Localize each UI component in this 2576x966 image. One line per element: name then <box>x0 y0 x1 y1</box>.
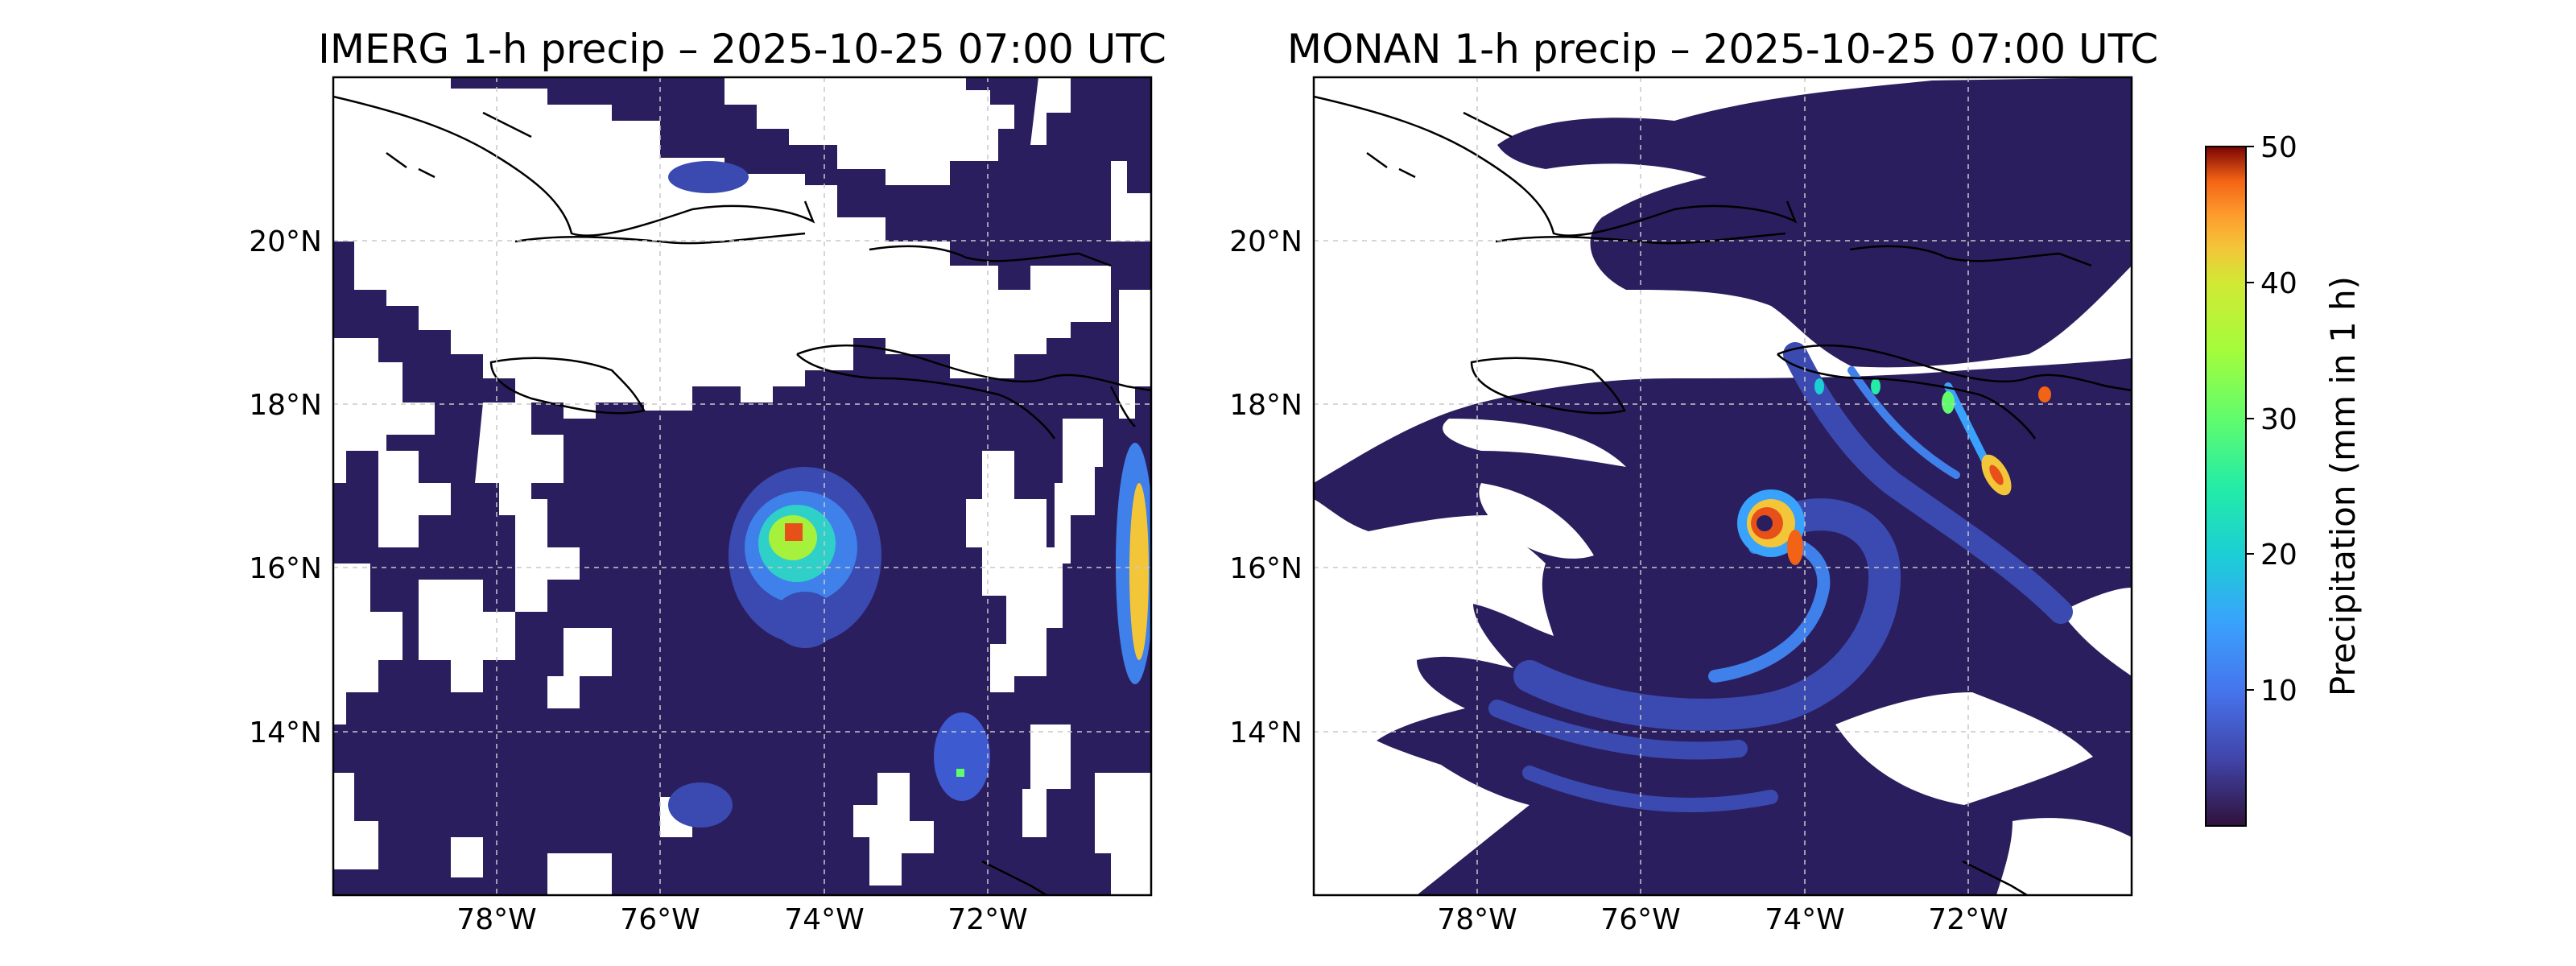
monan-y-tick-0: 20°N <box>1229 225 1302 258</box>
monan-map-frame <box>1312 76 2133 897</box>
monan-precip-field <box>1314 77 2132 895</box>
colorbar-ticks <box>2246 146 2254 691</box>
imerg-x-tick-0: 78°W <box>456 903 536 936</box>
monan-storm-eye <box>1757 515 1773 531</box>
monan-north-rain-shield <box>1497 77 2132 368</box>
imerg-panel: IMERG 1-h precip – 2025-10-25 07:00 UTC <box>249 26 1166 936</box>
colorbar: 10 20 30 40 50 Precipitation (mm in 1 h) <box>2205 131 2363 827</box>
imerg-y-tick-0: 20°N <box>249 225 322 258</box>
colorbar-tick-10: 10 <box>2260 675 2297 708</box>
monan-y-tick-1: 18°N <box>1229 389 1302 422</box>
colorbar-gradient <box>2205 146 2247 827</box>
monan-strong-cells <box>1814 378 2051 496</box>
monan-panel: MONAN 1-h precip – 2025-10-25 07:00 UTC <box>1229 26 2158 936</box>
imerg-y-tick-2: 16°N <box>249 552 322 585</box>
monan-panel-title: MONAN 1-h precip – 2025-10-25 07:00 UTC <box>1287 26 2158 72</box>
imerg-map-frame <box>332 76 1153 897</box>
monan-spiral-bands <box>1488 342 2073 812</box>
imerg-panel-title: IMERG 1-h precip – 2025-10-25 07:00 UTC <box>318 26 1166 72</box>
colorbar-label: Precipitation (mm in 1 h) <box>2323 276 2363 696</box>
imerg-y-tick-1: 18°N <box>249 389 322 422</box>
monan-gridlines <box>1314 77 2132 895</box>
monan-x-tick-1: 76°W <box>1600 903 1680 936</box>
imerg-x-tick-3: 72°W <box>947 903 1027 936</box>
imerg-y-tick-3: 14°N <box>249 716 322 749</box>
imerg-storm-core <box>785 523 803 541</box>
imerg-rain-cells <box>668 161 1151 828</box>
monan-y-tick-3: 14°N <box>1229 716 1302 749</box>
monan-x-tick-3: 72°W <box>1928 903 2008 936</box>
monan-y-tick-2: 16°N <box>1229 552 1302 585</box>
colorbar-tick-30: 30 <box>2260 403 2297 436</box>
colorbar-tick-20: 20 <box>2260 539 2297 572</box>
imerg-dry-areas <box>333 77 1151 895</box>
imerg-x-tick-1: 76°W <box>620 903 700 936</box>
monan-x-tick-0: 78°W <box>1437 903 1517 936</box>
imerg-gridlines <box>333 77 1151 895</box>
imerg-precip-field <box>333 77 1151 895</box>
monan-eyewall <box>1737 489 1805 565</box>
monan-band-gaps <box>1314 419 2132 895</box>
colorbar-tick-50: 50 <box>2260 131 2297 164</box>
imerg-x-tick-2: 74°W <box>784 903 864 936</box>
colorbar-tick-40: 40 <box>2260 267 2297 300</box>
monan-x-tick-2: 74°W <box>1765 903 1844 936</box>
